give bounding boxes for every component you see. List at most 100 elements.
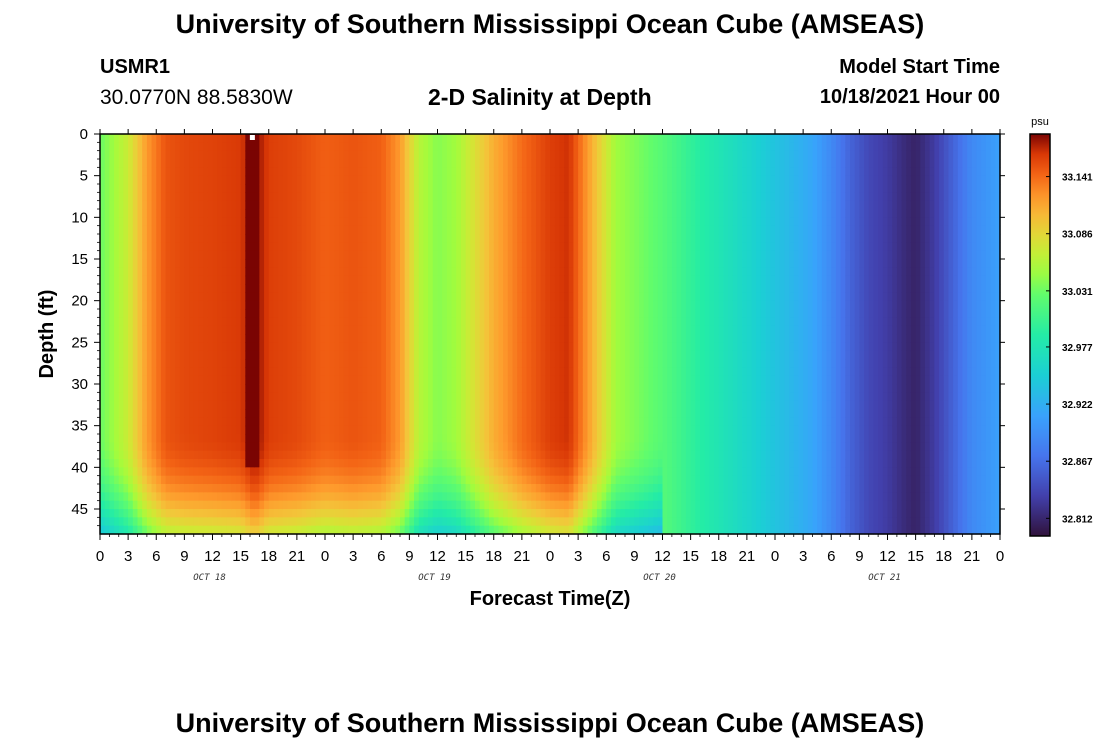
heatmap-cell: [343, 517, 350, 527]
heatmap-cell: [146, 375, 153, 385]
heatmap-cell: [559, 175, 565, 185]
heatmap-cell: [582, 184, 589, 193]
heatmap-cell: [156, 392, 162, 402]
heatmap-cell: [503, 309, 509, 318]
heatmap-cell: [306, 509, 312, 518]
heatmap-cell: [142, 225, 148, 235]
heatmap-cell: [460, 417, 467, 427]
heatmap-cell: [325, 359, 331, 368]
heatmap-cell: [109, 192, 115, 202]
heatmap-cell: [301, 492, 307, 502]
heatmap-cell: [273, 492, 279, 502]
heatmap-cell: [564, 517, 570, 527]
heatmap-cell: [526, 175, 532, 185]
heatmap-cell: [517, 400, 523, 410]
heatmap-cell: [442, 267, 448, 277]
heatmap-cell: [456, 409, 462, 418]
heatmap-cell: [268, 159, 275, 168]
heatmap-cell: [357, 525, 364, 535]
heatmap-cell: [310, 375, 317, 385]
heatmap-cell: [217, 417, 223, 427]
heatmap-cell: [301, 325, 307, 335]
heatmap-cell: [409, 275, 415, 285]
heatmap-cell: [390, 300, 396, 310]
heatmap-cell: [160, 475, 167, 485]
heatmap-cell: [465, 442, 471, 452]
heatmap-cell: [568, 350, 575, 360]
heatmap-cell: [151, 509, 157, 518]
heatmap-cell: [521, 134, 528, 143]
heatmap-cell: [470, 425, 476, 435]
heatmap-cell: [578, 300, 584, 310]
heatmap-cell: [437, 150, 443, 160]
heatmap-cell: [418, 159, 425, 168]
heatmap-cell: [437, 309, 443, 318]
heatmap-cell: [179, 484, 185, 493]
heatmap-cell: [123, 409, 129, 418]
heatmap-cell: [442, 300, 448, 310]
heatmap-cell: [526, 467, 532, 477]
heatmap-cell: [503, 484, 509, 493]
heatmap-cell: [212, 467, 218, 477]
heatmap-cell: [507, 450, 514, 460]
heatmap-cell: [578, 517, 584, 527]
heatmap-cell: [493, 192, 500, 202]
heatmap-cell: [114, 284, 120, 293]
heatmap-cell: [367, 459, 373, 468]
heatmap-cell: [320, 417, 326, 427]
heatmap-cell: [301, 342, 307, 352]
heatmap-cell: [395, 267, 401, 277]
heatmap-cell: [559, 425, 565, 435]
heatmap-cell: [240, 242, 246, 252]
heatmap-cell: [104, 367, 110, 377]
heatmap-cell: [193, 284, 200, 293]
heatmap-cell: [250, 467, 256, 477]
heatmap-cell: [564, 392, 570, 402]
heatmap-cell: [582, 417, 589, 427]
heatmap-cell: [264, 309, 270, 318]
heatmap-cell: [554, 359, 560, 368]
heatmap-cell: [189, 375, 195, 385]
heatmap-cell: [381, 400, 387, 410]
heatmap-cell: [348, 484, 354, 493]
heatmap-cell: [268, 484, 275, 493]
heatmap-cell: [240, 467, 246, 477]
heatmap-cell: [165, 459, 171, 468]
heatmap-cell: [287, 142, 293, 152]
heatmap-cell: [484, 475, 490, 485]
heatmap-cell: [465, 242, 471, 252]
heatmap-cell: [465, 309, 471, 318]
heatmap-cell: [559, 209, 565, 218]
heatmap-cell: [175, 200, 181, 210]
heatmap-cell: [582, 309, 589, 318]
heatmap-cell: [221, 284, 228, 293]
heatmap-cell: [479, 209, 485, 218]
heatmap-cell: [217, 434, 223, 443]
heatmap-cell: [268, 417, 275, 427]
heatmap-cell: [428, 325, 434, 335]
heatmap-cell: [470, 259, 476, 268]
heatmap-cell: [156, 384, 162, 393]
heatmap-cell: [362, 309, 368, 318]
heatmap-cell: [489, 150, 495, 160]
heatmap-cell: [385, 200, 392, 210]
heatmap-cell: [315, 525, 321, 535]
heatmap-cell: [479, 400, 485, 410]
heatmap-cell: [414, 284, 420, 293]
heatmap-cell: [193, 250, 200, 260]
heatmap-cell: [146, 409, 153, 418]
heatmap-cell: [367, 367, 373, 377]
heatmap-cell: [231, 525, 237, 535]
heatmap-cell: [568, 334, 575, 343]
heatmap-cell: [132, 259, 139, 268]
heatmap-cell: [582, 492, 589, 502]
heatmap-cell: [479, 525, 485, 535]
heatmap-cell: [470, 284, 476, 293]
heatmap-cell: [296, 200, 303, 210]
heatmap-cell: [554, 200, 560, 210]
heatmap-cell: [217, 267, 223, 277]
heatmap-cell: [198, 292, 204, 302]
heatmap-cell: [489, 409, 495, 418]
heatmap-cell: [493, 242, 500, 252]
heatmap-cell: [184, 242, 190, 252]
